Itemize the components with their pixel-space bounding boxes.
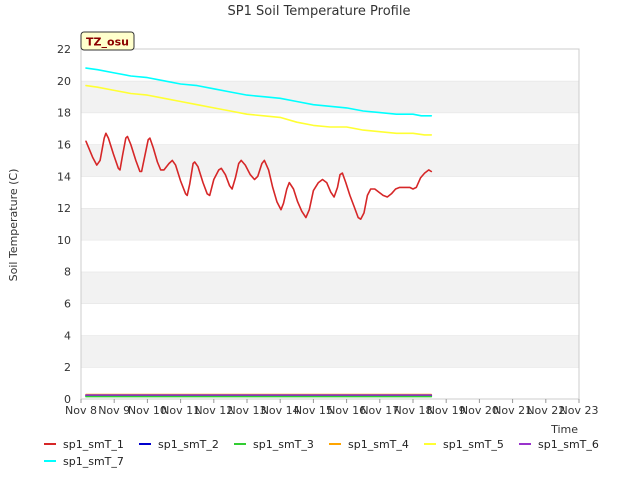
y-tick-label: 20 — [57, 75, 71, 88]
y-tick-label: 16 — [57, 138, 71, 151]
x-tick-label: Nov 20 — [460, 404, 499, 417]
x-tick-label: Nov 13 — [228, 404, 267, 417]
plot-frame — [80, 48, 580, 400]
grid-band — [81, 80, 579, 113]
x-tick-label: Nov 15 — [294, 404, 333, 417]
y-axis-ticks: 0 2 4 6 8 10 12 14 16 18 20 22 — [57, 43, 71, 406]
legend: sp1_smT_1 sp1_smT_2 sp1_smT_3 sp1_smT_4 sp1_… — [44, 438, 599, 468]
y-axis-label: Soil Temperature (C) — [7, 169, 20, 282]
chart-title: SP1 Soil Temperature Profile — [228, 4, 411, 19]
x-tick-label: Nov 10 — [128, 404, 167, 417]
y-tick-label: 6 — [64, 298, 71, 311]
grid-band — [81, 271, 579, 304]
grid-band — [81, 112, 579, 145]
y-tick-label: 10 — [57, 234, 71, 247]
legend-label: sp1_smT_2 — [158, 438, 219, 451]
site-badge: TZ_osu — [80, 31, 135, 51]
grid-band — [81, 208, 579, 240]
y-tick-label: 8 — [64, 266, 71, 279]
y-tick-label: 14 — [57, 170, 71, 183]
y-tick-label: 0 — [64, 393, 71, 406]
legend-label: sp1_smT_1 — [63, 438, 124, 451]
plot-background — [81, 48, 579, 399]
x-tick-label: Nov 11 — [161, 404, 200, 417]
legend-label: sp1_smT_4 — [348, 438, 409, 451]
grid-band — [81, 335, 579, 368]
y-tick-label: 12 — [57, 202, 71, 215]
site-badge-box — [80, 31, 135, 51]
series-line-sp1_smT_5 — [85, 84, 433, 136]
grid-band — [81, 367, 579, 399]
legend-label: sp1_smT_6 — [538, 438, 599, 451]
x-tick-label: Nov 18 — [394, 404, 433, 417]
y-tick-label: 22 — [57, 43, 71, 56]
x-tick-label: Nov 22 — [526, 404, 565, 417]
y-tick-label: 18 — [57, 107, 71, 120]
x-tick-label: Nov 21 — [493, 404, 532, 417]
grid-band — [81, 239, 579, 272]
series-line-sp1_smT_7 — [85, 67, 433, 117]
x-tick-label: Nov 8 — [65, 404, 97, 417]
x-axis-label: Time — [550, 423, 578, 436]
y-tick-label: 4 — [64, 329, 71, 342]
x-tick-label: Nov 12 — [194, 404, 233, 417]
x-tick-label: Nov 16 — [327, 404, 366, 417]
y-tick-label: 2 — [64, 361, 71, 374]
x-tick-label: Nov 14 — [261, 404, 300, 417]
x-tick-label: Nov 9 — [98, 404, 130, 417]
grid-band — [81, 49, 579, 81]
series-line-sp1_smT_1 — [85, 132, 433, 220]
legend-label: sp1_smT_5 — [443, 438, 504, 451]
legend-label: sp1_smT_3 — [253, 438, 314, 451]
grid-band — [81, 144, 579, 177]
series-layer — [85, 67, 433, 398]
x-tick-label: Nov 19 — [427, 404, 466, 417]
x-tick-label: Nov 23 — [560, 404, 599, 417]
site-badge-label: TZ_osu — [86, 36, 129, 49]
x-tick-label: Nov 17 — [360, 404, 399, 417]
legend-label: sp1_smT_7 — [63, 455, 124, 468]
grid-band — [81, 303, 579, 336]
